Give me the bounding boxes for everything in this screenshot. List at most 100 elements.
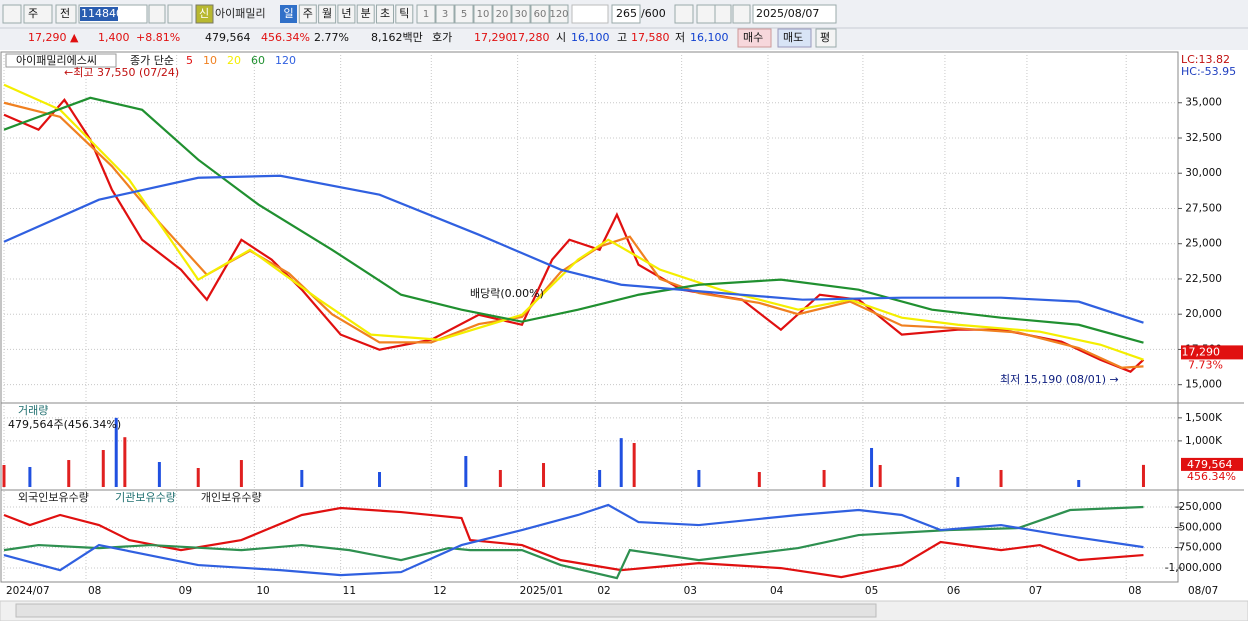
interval-button[interactable]: [356, 4, 375, 24]
volume-title: 거래량: [18, 404, 48, 417]
volume-rate: 456.34%: [261, 31, 310, 44]
count-button[interactable]: [511, 4, 531, 24]
save-button[interactable]: [714, 4, 732, 24]
volume-bar: [498, 469, 502, 487]
volume-bar: [378, 472, 382, 487]
open-label: 시: [556, 31, 566, 44]
count: 10: [477, 9, 490, 20]
series-line: [3, 83, 1144, 361]
count-button[interactable]: [454, 4, 474, 24]
y-tick-label: -750,000: [1175, 542, 1222, 554]
count-button[interactable]: [530, 4, 550, 24]
interval-button[interactable]: [337, 4, 356, 24]
series-line: [3, 503, 1144, 577]
selection: [80, 7, 118, 21]
change: 1,400: [98, 31, 130, 44]
x-tick-label: 12: [433, 585, 446, 597]
interval-button[interactable]: [395, 4, 414, 24]
period-select[interactable]: [23, 4, 53, 24]
interval-button[interactable]: [376, 4, 394, 24]
x-tick-label: 05: [865, 585, 878, 597]
x-tick-label: 2025/01: [520, 585, 564, 597]
volume-bar: [196, 468, 200, 487]
volume-bar: [123, 437, 127, 487]
end-date: 08/07: [1188, 585, 1218, 597]
volume-ratio: 456.34%: [1187, 470, 1236, 483]
sound-button[interactable]: [167, 4, 193, 24]
y-tick-label: 32,500: [1185, 132, 1222, 144]
volume: 479,564: [205, 31, 251, 44]
tool-2[interactable]: [696, 4, 716, 24]
high-label: 고: [617, 31, 627, 44]
count-button[interactable]: [416, 4, 436, 24]
hc-label: HC:-53.95: [1181, 65, 1236, 78]
interval: 월: [322, 7, 332, 20]
date-input[interactable]: [752, 4, 837, 24]
count-button[interactable]: [473, 4, 493, 24]
buy: 매수: [743, 31, 763, 44]
legend-entry: 기관보유수량: [115, 491, 176, 504]
avg-button[interactable]: [815, 28, 837, 48]
stock: 아이패밀리: [215, 7, 266, 20]
volume-bar: [999, 469, 1003, 487]
count-button[interactable]: [435, 4, 455, 24]
plot-frame: [0, 51, 1179, 583]
volume-bar: [598, 469, 602, 487]
legend-title: 종가 단순: [130, 54, 174, 67]
low-label: 최저 15,190 (08/01) →: [1000, 373, 1119, 386]
y-tick-label: 30,000: [1185, 167, 1222, 179]
interval-button[interactable]: [298, 4, 317, 24]
turnover: 2.77%: [314, 31, 349, 44]
stock-name: 아이패밀리에스씨: [16, 54, 97, 67]
code: 114840: [81, 7, 123, 20]
avg: 평: [820, 31, 830, 44]
x-tick-label: 09: [179, 585, 192, 597]
blank-select[interactable]: [571, 4, 609, 24]
bar-max: /600: [641, 7, 666, 20]
date: 2025/08/07: [756, 7, 819, 20]
y-tick-label: 25,000: [1185, 238, 1222, 250]
tool-1[interactable]: [674, 4, 694, 24]
sell-button[interactable]: [777, 28, 812, 48]
count: 1: [423, 9, 429, 20]
volume-bar: [1141, 464, 1145, 487]
interval: 일: [283, 6, 293, 20]
count-button[interactable]: [492, 4, 512, 24]
count-button[interactable]: [549, 4, 569, 24]
volume-bar: [632, 443, 636, 487]
volume-bar: [101, 450, 105, 487]
count-input[interactable]: [611, 4, 641, 24]
price-change: 7.73%: [1188, 358, 1223, 371]
y-tick-label: 22,500: [1185, 273, 1222, 285]
interval: 틱: [399, 7, 409, 20]
scope: 전: [60, 7, 70, 20]
series-line: [3, 174, 1144, 324]
bid: 17,280: [511, 31, 550, 44]
y-tick-label: -500,000: [1175, 521, 1222, 533]
count: 30: [515, 9, 528, 20]
interval-button[interactable]: [318, 4, 337, 24]
amount: 8,162백만: [371, 31, 423, 44]
new-badge: 신: [199, 7, 209, 20]
price: 17,290 ▲: [28, 31, 79, 44]
settings-button[interactable]: [732, 4, 751, 24]
legend-entry: 5: [186, 54, 193, 67]
scroll-thumb[interactable]: [15, 603, 877, 618]
name-box: [5, 53, 117, 68]
volume-bar: [464, 456, 468, 487]
menu-button[interactable]: [2, 4, 22, 24]
legend-entry: 외국인보유수량: [18, 491, 89, 504]
buy-button[interactable]: [737, 28, 772, 48]
volume-bar: [239, 460, 243, 487]
y-tick-label: -250,000: [1175, 501, 1222, 513]
x-tick-label: 2024/07: [6, 585, 50, 597]
scope-button[interactable]: [55, 4, 77, 24]
search-button[interactable]: [148, 4, 166, 24]
y-tick-label: 1,000K: [1185, 435, 1223, 447]
x-tick-label: 11: [343, 585, 356, 597]
ask: 17,290: [474, 31, 513, 44]
volume-bar: [67, 460, 71, 487]
y-tick-label: 20,000: [1185, 308, 1222, 320]
count: 3: [442, 9, 448, 20]
